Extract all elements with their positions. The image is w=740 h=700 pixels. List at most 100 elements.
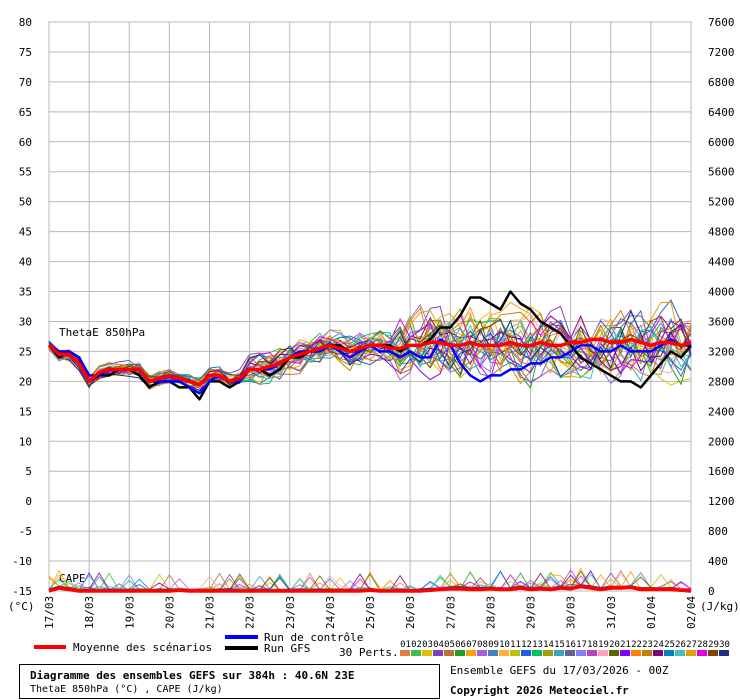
legend-pert-id: 28 bbox=[697, 640, 708, 650]
title-box bbox=[19, 664, 440, 699]
right-tick-label: 6800 bbox=[708, 76, 735, 89]
legend-pert-id: 30 bbox=[719, 640, 730, 650]
x-tick-label: 23/03 bbox=[284, 596, 297, 629]
x-tick-label: 01/04 bbox=[645, 596, 658, 629]
right-tick-label: 1200 bbox=[708, 495, 735, 508]
cape-mean-line bbox=[48, 584, 692, 593]
left-tick-label: 45 bbox=[19, 226, 32, 239]
legend-pert-swatch bbox=[444, 650, 454, 656]
x-tick-label: 18/03 bbox=[83, 596, 96, 629]
legend-pert-id: 09 bbox=[488, 640, 499, 650]
legend-pert-id: 04 bbox=[433, 640, 444, 650]
legend-pert-swatch bbox=[499, 650, 509, 656]
left-tick-label: 30 bbox=[19, 315, 32, 328]
legend-pert-id: 15 bbox=[554, 640, 565, 650]
legend-pert-swatch bbox=[510, 650, 520, 656]
legend-pert-id: 03 bbox=[422, 640, 433, 650]
x-tick-label: 19/03 bbox=[123, 596, 136, 629]
x-tick-label: 21/03 bbox=[204, 596, 217, 629]
right-tick-label: 4000 bbox=[708, 286, 735, 299]
legend-pert-swatch bbox=[653, 650, 663, 656]
left-tick-label: 80 bbox=[19, 16, 32, 29]
right-tick-label: 2000 bbox=[708, 435, 735, 448]
legend-pert-id: 16 bbox=[565, 640, 576, 650]
left-tick-label: 15 bbox=[19, 405, 32, 418]
perturbation-line bbox=[48, 315, 692, 386]
legend-pert-id: 23 bbox=[642, 640, 653, 650]
legend-pert-swatch bbox=[433, 650, 443, 656]
left-tick-label: 65 bbox=[19, 106, 32, 119]
x-tick-label: 17/03 bbox=[43, 596, 56, 629]
left-tick-label: -5 bbox=[19, 525, 32, 538]
legend-pert-id: 11 bbox=[510, 640, 521, 650]
left-tick-label: 25 bbox=[19, 345, 32, 358]
legend-pert-swatch bbox=[488, 650, 498, 656]
legend-pert-id: 24 bbox=[653, 640, 664, 650]
legend-pert-id: 14 bbox=[543, 640, 554, 650]
right-tick-label: 3600 bbox=[708, 315, 735, 328]
legend-pert-swatch bbox=[455, 650, 465, 656]
run-info: Ensemble GEFS du 17/03/2026 - 00Z bbox=[450, 664, 669, 677]
x-tick-label: 22/03 bbox=[244, 596, 257, 629]
ensemble-mean-line bbox=[47, 337, 692, 387]
legend-mean-label: Moyenne des scénarios bbox=[73, 641, 212, 654]
legend-pert-swatch bbox=[532, 650, 542, 656]
right-tick-label: 7200 bbox=[708, 46, 735, 59]
right-axis-unit: (J/kg) bbox=[700, 600, 740, 613]
x-tick-label: 31/03 bbox=[605, 596, 618, 629]
legend-pert-id: 13 bbox=[532, 640, 543, 650]
legend-pert-id: 01 bbox=[400, 640, 411, 650]
legend-pert-id: 22 bbox=[631, 640, 642, 650]
x-tick-label: 02/04 bbox=[685, 596, 698, 629]
legend-pert-swatch bbox=[620, 650, 630, 656]
legend-perts-label: 30 Perts. bbox=[339, 646, 399, 659]
legend-pert-swatch bbox=[543, 650, 553, 656]
left-tick-label: 60 bbox=[19, 136, 32, 149]
right-tick-label: 5200 bbox=[708, 196, 735, 209]
chart-title: Diagramme des ensembles GEFS sur 384h : … bbox=[30, 669, 355, 682]
perturbation-line bbox=[48, 299, 692, 388]
right-tick-label: 0 bbox=[708, 585, 715, 598]
legend-pert-id: 26 bbox=[675, 640, 686, 650]
right-tick-label: 2400 bbox=[708, 405, 735, 418]
legend-pert-id: 02 bbox=[411, 640, 422, 650]
legend-pert-id: 10 bbox=[499, 640, 510, 650]
legend-pert-id: 07 bbox=[466, 640, 477, 650]
legend-pert-swatch bbox=[609, 650, 619, 656]
legend-pert-id: 20 bbox=[609, 640, 620, 650]
left-axis-unit: (°C) bbox=[8, 600, 35, 613]
legend-pert-id: 27 bbox=[686, 640, 697, 650]
left-tick-label: 0 bbox=[25, 495, 32, 508]
legend-pert-swatch bbox=[631, 650, 641, 656]
legend-pert-id: 21 bbox=[620, 640, 631, 650]
legend-pert-swatch bbox=[598, 650, 608, 656]
left-tick-label: 70 bbox=[19, 76, 32, 89]
right-tick-label: 800 bbox=[708, 525, 728, 538]
x-tick-label: 20/03 bbox=[163, 596, 176, 629]
x-tick-label: 27/03 bbox=[444, 596, 457, 629]
legend-pert-swatch bbox=[642, 650, 652, 656]
x-tick-label: 25/03 bbox=[364, 596, 377, 629]
thetae-series-label: ThetaE 850hPa bbox=[59, 326, 145, 339]
left-tick-label: 55 bbox=[19, 166, 32, 179]
left-tick-label: 50 bbox=[19, 196, 32, 209]
legend-pert-id: 29 bbox=[708, 640, 719, 650]
right-tick-label: 5600 bbox=[708, 166, 735, 179]
right-tick-label: 1600 bbox=[708, 465, 735, 478]
legend-pert-swatch bbox=[587, 650, 597, 656]
copyright: Copyright 2026 Meteociel.fr bbox=[450, 684, 629, 697]
legend-pert-swatch bbox=[466, 650, 476, 656]
x-tick-label: 29/03 bbox=[525, 596, 538, 629]
legend-pert-id: 05 bbox=[444, 640, 455, 650]
x-tick-label: 28/03 bbox=[484, 596, 497, 629]
x-tick-label: 24/03 bbox=[324, 596, 337, 629]
legend-pert-id: 25 bbox=[664, 640, 675, 650]
legend-pert-swatch bbox=[708, 650, 718, 656]
left-tick-label: -10 bbox=[12, 555, 32, 568]
legend-pert-id: 06 bbox=[455, 640, 466, 650]
legend-pert-id: 17 bbox=[576, 640, 587, 650]
right-tick-label: 6000 bbox=[708, 136, 735, 149]
right-tick-label: 4800 bbox=[708, 226, 735, 239]
legend-pert-swatch bbox=[411, 650, 421, 656]
